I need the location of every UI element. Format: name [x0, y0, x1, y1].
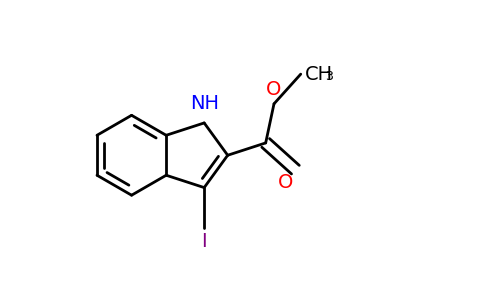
Text: O: O	[266, 80, 282, 99]
Text: NH: NH	[190, 94, 219, 113]
Text: 3: 3	[325, 70, 333, 83]
Text: O: O	[278, 173, 293, 192]
Text: I: I	[201, 232, 207, 251]
Text: CH: CH	[305, 64, 333, 84]
